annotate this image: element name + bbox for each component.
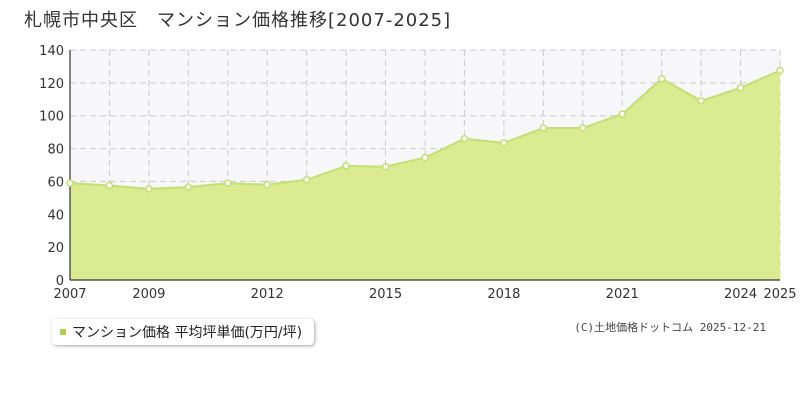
x-tick-label: 2024 <box>724 287 757 302</box>
data-point <box>500 139 508 147</box>
data-point <box>579 124 587 132</box>
data-point <box>184 183 193 191</box>
data-point <box>145 185 153 193</box>
data-point <box>657 75 666 83</box>
y-tick-label: 140 <box>39 44 64 59</box>
data-point <box>776 66 784 75</box>
data-point <box>66 179 74 187</box>
y-tick-label: 100 <box>39 110 64 125</box>
data-point <box>421 153 429 162</box>
data-point <box>460 134 469 143</box>
chart-title: 札幌市中央区 マンション価格推移[2007-2025] <box>24 10 452 31</box>
y-tick-label: 80 <box>47 143 64 158</box>
data-point <box>342 162 350 170</box>
data-point <box>302 176 311 184</box>
legend-marker <box>60 329 66 335</box>
data-point <box>618 110 626 118</box>
x-tick-label: 2007 <box>53 287 86 302</box>
data-point <box>381 162 390 171</box>
x-tick-label: 2012 <box>251 287 284 302</box>
series-area <box>70 70 780 281</box>
data-point <box>539 124 548 132</box>
y-tick-label: 120 <box>39 77 64 92</box>
legend: マンション価格 平均坪単価(万円/坪) <box>52 319 315 345</box>
x-tick-label: 2015 <box>369 287 402 302</box>
y-tick-label: 20 <box>47 241 64 256</box>
x-tick-label: 2025 <box>763 287 796 302</box>
data-point <box>263 180 271 189</box>
x-tick-label: 2009 <box>132 287 165 302</box>
y-tick-label: 0 <box>56 274 64 289</box>
data-point <box>224 179 232 187</box>
y-tick-label: 40 <box>47 208 64 223</box>
credit-text: (C)土地価格ドットコム 2025-12-21 <box>574 321 766 334</box>
legend-label: マンション価格 平均坪単価(万円/坪) <box>72 325 303 341</box>
data-point <box>105 181 114 190</box>
y-tick-label: 60 <box>47 175 64 190</box>
x-tick-label: 2018 <box>487 287 520 302</box>
data-point <box>697 97 705 105</box>
data-point <box>736 84 745 92</box>
x-tick-label: 2021 <box>606 287 639 302</box>
